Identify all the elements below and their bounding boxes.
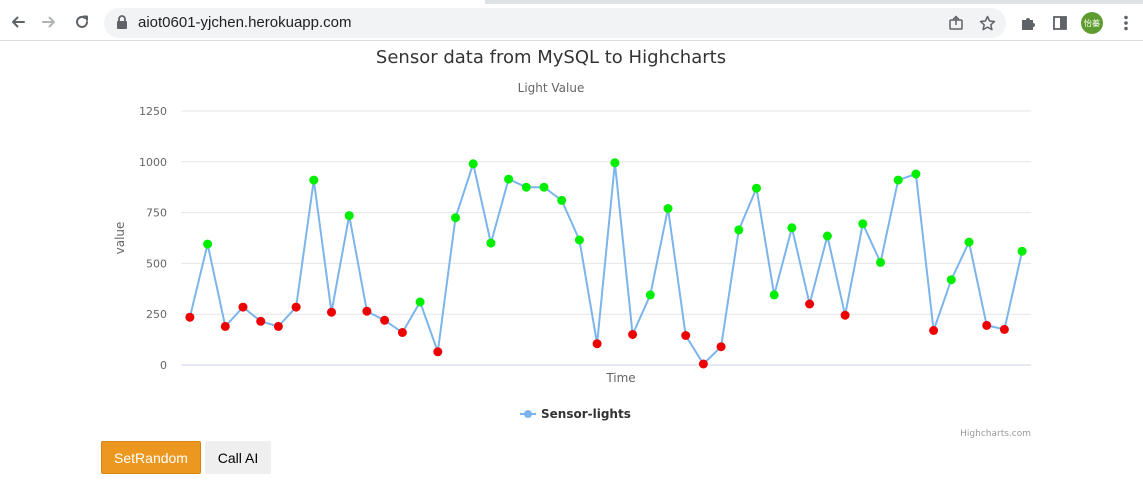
- reload-icon: [76, 15, 88, 28]
- data-point[interactable]: [327, 307, 336, 317]
- extensions-button[interactable]: [1017, 12, 1039, 34]
- kebab-menu-icon: [1124, 15, 1128, 31]
- data-point[interactable]: [468, 159, 478, 169]
- data-point[interactable]: [185, 312, 195, 322]
- url-text[interactable]: aiot0601-yjchen.herokuapp.com: [138, 14, 352, 31]
- data-point[interactable]: [592, 339, 602, 349]
- data-point[interactable]: [982, 320, 992, 330]
- data-point[interactable]: [1017, 246, 1027, 256]
- back-button[interactable]: [5, 9, 31, 35]
- bookmark-star-icon[interactable]: [977, 13, 997, 33]
- data-point[interactable]: [273, 321, 283, 331]
- data-point[interactable]: [681, 331, 691, 340]
- data-point[interactable]: [876, 257, 885, 267]
- data-point[interactable]: [309, 175, 319, 185]
- data-point[interactable]: [734, 225, 744, 235]
- series-line: [188, 160, 1024, 366]
- y-tick-label: 0: [160, 359, 167, 372]
- data-point[interactable]: [486, 238, 496, 248]
- data-point[interactable]: [911, 169, 921, 179]
- chart-container: Sensor data from MySQL to Highcharts Lig…: [0, 41, 1143, 441]
- data-point[interactable]: [291, 302, 301, 312]
- tab-strip: [0, 0, 1143, 4]
- browser-toolbar: aiot0601-yjchen.herokuapp.com 怡蓁: [0, 4, 1143, 41]
- data-point[interactable]: [840, 310, 850, 320]
- data-point[interactable]: [663, 204, 673, 213]
- data-point[interactable]: [504, 174, 514, 184]
- data-point[interactable]: [415, 297, 425, 307]
- data-point[interactable]: [557, 195, 567, 205]
- reload-button[interactable]: [69, 9, 95, 35]
- data-point[interactable]: [716, 342, 726, 352]
- address-bar[interactable]: aiot0601-yjchen.herokuapp.com: [104, 8, 1006, 38]
- chart-plot: 0 250 500 750 1000 1250 value Time Sensor-lig…: [113, 105, 1031, 439]
- menu-button[interactable]: [1115, 12, 1137, 34]
- data-point[interactable]: [220, 321, 230, 331]
- legend-item[interactable]: Sensor-lights: [520, 407, 631, 421]
- side-panel-button[interactable]: [1049, 12, 1071, 34]
- data-points: [185, 158, 1027, 369]
- y-tick-label: 500: [146, 257, 167, 270]
- y-tick-label: 1250: [139, 105, 167, 118]
- share-icon[interactable]: [946, 13, 966, 33]
- data-point[interactable]: [769, 290, 779, 300]
- y-tick-label: 250: [146, 308, 167, 321]
- y-tick-label: 1000: [139, 156, 167, 169]
- data-point[interactable]: [433, 347, 443, 357]
- data-point[interactable]: [929, 326, 939, 335]
- legend-marker-icon: [524, 410, 532, 418]
- data-point[interactable]: [451, 213, 460, 223]
- data-point[interactable]: [539, 182, 549, 192]
- y-axis-title: value: [113, 222, 127, 255]
- data-point[interactable]: [380, 315, 390, 325]
- data-point[interactable]: [628, 330, 638, 339]
- set-random-button[interactable]: SetRandom: [101, 441, 201, 474]
- highcharts-credit[interactable]: Highcharts.com: [960, 429, 1031, 439]
- data-point[interactable]: [610, 158, 620, 168]
- data-point[interactable]: [397, 328, 407, 337]
- data-point[interactable]: [964, 237, 974, 247]
- data-point[interactable]: [946, 275, 956, 285]
- y-tick-label: 750: [146, 207, 167, 220]
- data-point[interactable]: [999, 324, 1009, 334]
- data-point[interactable]: [256, 316, 266, 326]
- data-point[interactable]: [893, 175, 903, 185]
- y-axis-ticks: 0 250 500 750 1000 1250: [139, 105, 167, 372]
- x-axis-title: Time: [605, 371, 635, 385]
- profile-avatar[interactable]: 怡蓁: [1081, 12, 1103, 34]
- forward-arrow-icon: [42, 16, 55, 28]
- side-panel-icon: [1053, 16, 1067, 30]
- chart-title: Sensor data from MySQL to Highcharts: [375, 47, 727, 68]
- grid-lines: [181, 110, 1031, 366]
- data-point[interactable]: [752, 183, 761, 193]
- back-arrow-icon: [12, 16, 25, 28]
- data-point[interactable]: [698, 359, 708, 369]
- data-point[interactable]: [521, 182, 531, 192]
- data-point[interactable]: [645, 290, 655, 300]
- forward-button[interactable]: [36, 9, 62, 35]
- data-point[interactable]: [203, 239, 213, 249]
- active-tab-edge: [0, 0, 485, 4]
- data-point[interactable]: [574, 235, 584, 245]
- data-point[interactable]: [238, 302, 248, 312]
- data-point[interactable]: [344, 211, 354, 221]
- data-point[interactable]: [362, 306, 372, 316]
- legend-label[interactable]: Sensor-lights: [541, 407, 631, 421]
- chart-subtitle: Light Value: [517, 81, 585, 95]
- lock-icon[interactable]: [116, 15, 128, 34]
- data-point[interactable]: [858, 219, 868, 229]
- data-point[interactable]: [787, 223, 797, 233]
- data-point[interactable]: [805, 299, 815, 309]
- data-point[interactable]: [822, 231, 832, 241]
- puzzle-icon: [1022, 18, 1035, 30]
- call-ai-button[interactable]: Call AI: [205, 441, 271, 474]
